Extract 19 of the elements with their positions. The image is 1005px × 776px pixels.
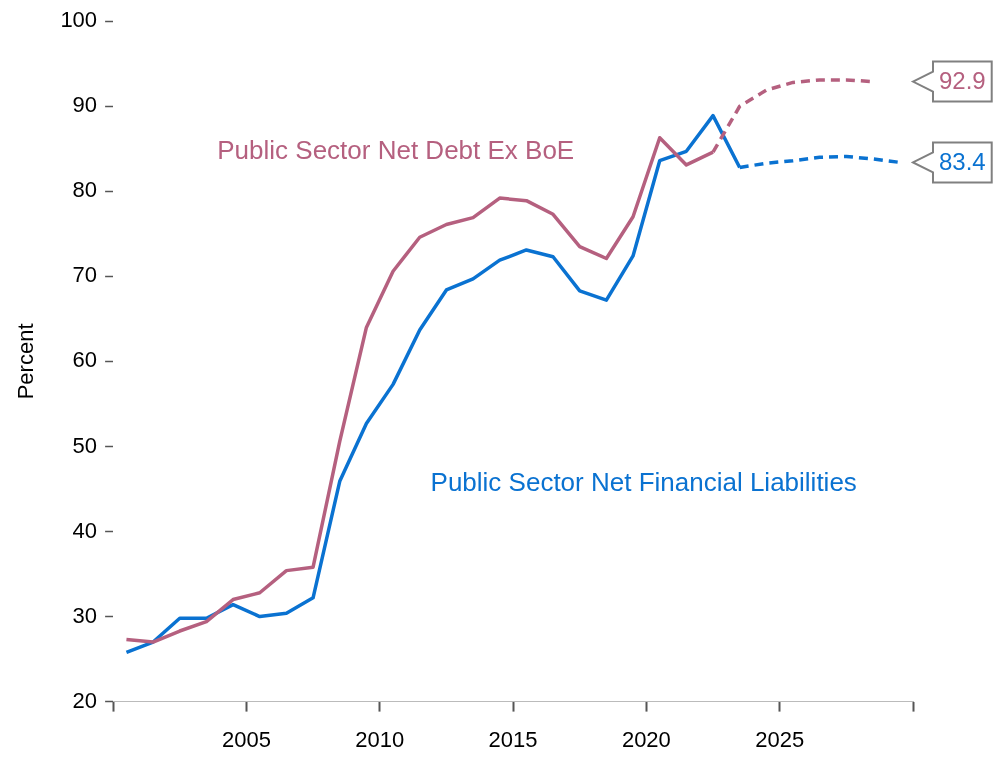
- annotation: 83.4: [939, 148, 986, 176]
- x-tick-label: 2005: [221, 726, 271, 752]
- annotation: 92.9: [939, 67, 986, 95]
- y-tick-label: 50: [72, 432, 98, 458]
- text: Public Sector Net Financial Liabilities: [430, 467, 857, 498]
- y-tick-label: 40: [72, 517, 98, 543]
- x-tick-label: 2015: [488, 726, 538, 752]
- x-tick-label: 2025: [755, 726, 805, 752]
- x-tick-label: 2020: [621, 726, 671, 752]
- text: Public Sector Net Debt Ex BoE: [217, 135, 575, 166]
- y-tick-label: 80: [72, 177, 98, 203]
- y-tick-label: 30: [72, 602, 98, 628]
- y-tick-label: 60: [72, 347, 98, 373]
- x-tick-label: 2010: [355, 726, 405, 752]
- y-tick-label: 90: [72, 92, 98, 118]
- y-tick-label: 20: [72, 687, 98, 713]
- y-axis-title: Percent: [13, 323, 39, 400]
- y-tick-label: 70: [72, 262, 98, 288]
- y-tick-label: 100: [60, 7, 98, 33]
